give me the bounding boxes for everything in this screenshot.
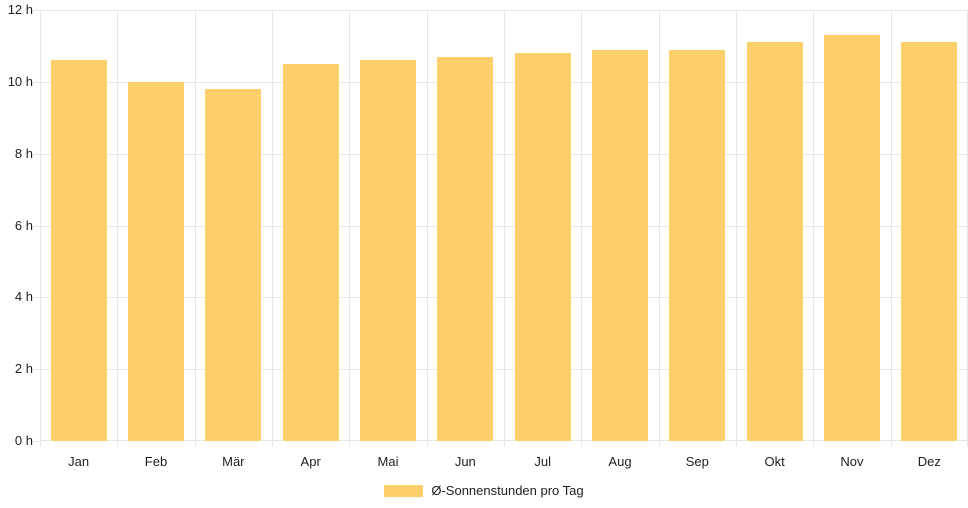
y-axis-tick-label: 0 h bbox=[14, 433, 33, 448]
x-axis-label-apr: Apr bbox=[300, 454, 321, 469]
gridline-vertical bbox=[504, 10, 505, 441]
x-axis-label-nov: Nov bbox=[840, 454, 864, 469]
x-axis-label-jan: Jan bbox=[68, 454, 90, 469]
x-axis-tick bbox=[581, 441, 583, 447]
bar-mär bbox=[205, 89, 262, 441]
bar-okt bbox=[746, 42, 803, 441]
x-axis-tick bbox=[117, 441, 119, 447]
y-axis-tick bbox=[33, 369, 40, 371]
legend-swatch-icon bbox=[384, 484, 424, 497]
y-axis-tick bbox=[33, 225, 40, 227]
x-axis-tick bbox=[504, 441, 505, 447]
x-axis-label-aug: Aug bbox=[608, 454, 632, 469]
gridline-vertical bbox=[581, 10, 583, 441]
x-axis-label-okt: Okt bbox=[764, 454, 785, 469]
gridline-vertical bbox=[272, 10, 273, 441]
x-axis-label-jul: Jul bbox=[534, 454, 551, 469]
gridline-vertical bbox=[426, 10, 428, 441]
y-axis-tick-label: 2 h bbox=[14, 361, 33, 377]
bar-aug bbox=[592, 49, 648, 441]
gridline-vertical bbox=[890, 10, 892, 441]
gridline-vertical bbox=[813, 10, 815, 441]
bar-sep bbox=[669, 49, 726, 441]
y-axis-tick bbox=[33, 153, 40, 155]
x-axis-tick bbox=[272, 441, 273, 447]
bar-nov bbox=[824, 35, 880, 441]
gridline-vertical bbox=[658, 10, 660, 441]
x-axis-label-dez: Dez bbox=[917, 454, 941, 469]
x-axis-label-feb: Feb bbox=[144, 454, 168, 469]
x-axis-tick bbox=[426, 441, 428, 447]
y-axis-tick bbox=[33, 441, 40, 442]
bar-feb bbox=[128, 81, 184, 441]
gridline-vertical bbox=[40, 10, 41, 441]
y-axis-tick bbox=[33, 10, 40, 11]
x-axis-label-mär: Mär bbox=[222, 454, 245, 469]
gridline-vertical bbox=[117, 10, 119, 441]
x-axis-tick bbox=[194, 441, 196, 447]
x-axis-tick bbox=[890, 441, 892, 447]
gridline-vertical bbox=[194, 10, 196, 441]
bar-jan bbox=[50, 60, 107, 441]
y-axis-tick-label: 12 h bbox=[7, 2, 33, 17]
y-axis-tick-label: 6 h bbox=[14, 217, 33, 233]
bar-jun bbox=[437, 56, 494, 441]
bar-mai bbox=[360, 60, 416, 441]
legend-label: Ø-Sonnenstunden pro Tag bbox=[431, 483, 584, 498]
x-axis-label-sep: Sep bbox=[685, 454, 709, 469]
x-axis-tick bbox=[736, 441, 737, 447]
legend-item[interactable]: Ø-Sonnenstunden pro Tag bbox=[0, 483, 968, 498]
plot-area bbox=[40, 10, 968, 441]
gridline-vertical bbox=[349, 10, 351, 441]
x-axis-tick bbox=[40, 441, 41, 447]
bar-dez bbox=[901, 42, 958, 441]
x-axis-tick bbox=[349, 441, 351, 447]
y-axis-tick bbox=[33, 81, 40, 83]
y-axis-tick bbox=[33, 297, 40, 299]
bar-jul bbox=[514, 53, 571, 441]
x-axis-tick bbox=[813, 441, 815, 447]
y-axis-tick-label: 4 h bbox=[14, 289, 33, 305]
x-axis-tick bbox=[658, 441, 660, 447]
gridline-vertical bbox=[736, 10, 737, 441]
y-axis-tick-label: 8 h bbox=[14, 145, 33, 161]
x-axis-label-jun: Jun bbox=[454, 454, 476, 469]
y-axis-tick-label: 10 h bbox=[7, 73, 33, 89]
bar-apr bbox=[282, 63, 339, 441]
x-axis-label-mai: Mai bbox=[377, 454, 399, 469]
